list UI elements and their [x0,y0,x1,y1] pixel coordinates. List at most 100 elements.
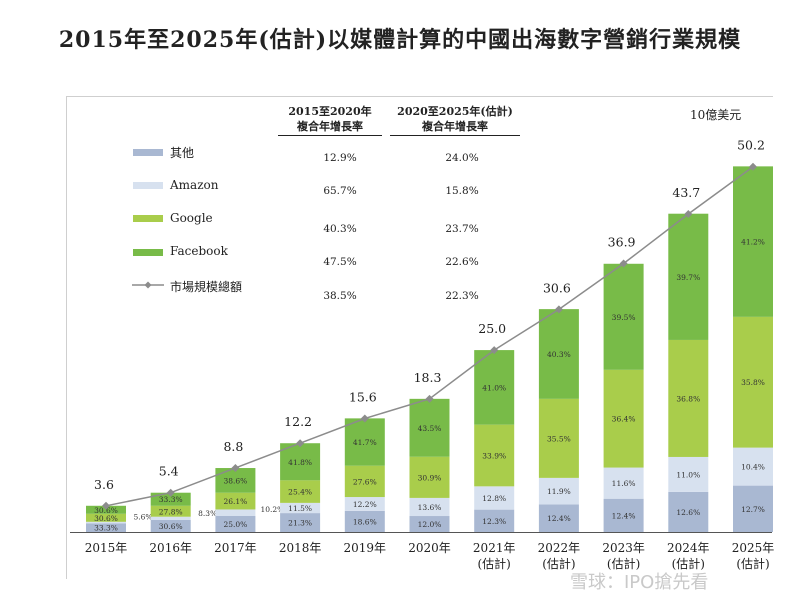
bar-label-google-9: 36.8% [676,394,700,403]
bar-segment-facebook-8 [603,263,644,370]
bar-label-facebook-1: 33.3% [159,495,183,504]
chart-frame [66,96,773,579]
bar-segment-其他-3 [280,513,321,532]
bar-label-facebook-0: 30.6% [94,506,118,515]
bar-label-google-1: 27.8% [159,507,183,516]
x-tick-label-7-0: 2022年 [538,541,581,555]
bar-label-facebook-3: 41.8% [288,458,312,467]
bar-segment-google-6 [474,424,515,487]
total-label-7: 30.6 [543,280,571,295]
cagr-facebook-2020-2025: 22.6% [445,256,479,268]
bar-label-amazon-9: 11.0% [676,470,700,479]
total-label-0: 3.6 [94,477,114,492]
x-tick-label-2-0: 2017年 [214,541,257,555]
bar-label-其他-9: 12.6% [676,508,700,517]
bar-segment-amazon-0 [86,521,126,524]
x-tick-label-6-1: (估計) [478,556,511,571]
total-marker-2 [231,463,240,472]
bar-label-amazon-1: 8.3% [198,509,217,518]
bar-segment-facebook-4 [344,418,385,466]
bar-segment-amazon-5 [409,497,450,517]
x-tick-label-8-0: 2023年 [602,541,645,555]
bar-label-其他-3: 21.3% [288,519,312,528]
bar-label-其他-2: 25.0% [223,520,247,529]
chart-title: 2015年至2025年(估計)以媒體計算的中國出海數字營銷行業規模 [58,27,742,53]
bar-segment-facebook-3 [280,443,321,481]
total-label-6: 25.0 [478,321,506,336]
legend-swatch-google [133,215,163,222]
bar-segment-其他-1 [150,519,191,532]
total-label-3: 12.2 [284,414,312,429]
x-tick-label-4-0: 2019年 [344,541,387,555]
total-marker-5 [425,394,434,403]
bar-label-amazon-4: 12.2% [353,500,377,509]
total-label-9: 43.7 [672,185,700,200]
bar-segment-facebook-9 [668,213,709,340]
cagr-other-2015-2020: 12.9% [323,152,357,164]
total-label-10: 50.2 [737,138,765,153]
total-label-2: 8.8 [223,439,243,454]
bar-label-amazon-3: 11.5% [288,504,312,513]
bar-segment-google-1 [150,505,191,517]
bar-label-google-0: 30.6% [94,514,118,523]
bar-segment-google-8 [603,369,644,468]
cagr-facebook-2015-2020: 47.5% [323,256,357,268]
bar-segment-其他-0 [86,523,126,532]
bar-segment-其他-10 [733,485,773,532]
x-tick-label-1-0: 2016年 [149,541,192,555]
x-tick-label-7-1: (估計) [542,556,575,571]
total-marker-9 [684,210,693,219]
bar-label-facebook-10: 41.2% [741,238,765,247]
total-label-1: 5.4 [159,464,179,479]
cagr-header-2015-2020: 2015至2020年 複合年增長率 [278,104,382,136]
total-label-5: 18.3 [414,370,442,385]
total-marker-8 [619,259,628,268]
total-marker-1 [166,488,175,497]
total-marker-10 [749,162,757,171]
bar-label-facebook-7: 40.3% [547,350,571,359]
legend-line-icon [132,281,164,289]
bar-label-google-3: 25.4% [288,488,312,497]
legend-label-facebook: Facebook [170,244,228,258]
bar-segment-其他-8 [603,498,644,532]
bar-label-amazon-8: 11.6% [612,479,636,488]
cagr-header-2020-2025-line2: 複合年增長率 [422,120,488,133]
bar-segment-amazon-10 [733,447,773,486]
bar-label-facebook-5: 43.5% [418,424,442,433]
bar-label-amazon-2: 10.2% [260,505,284,514]
bar-label-其他-1: 30.6% [159,522,183,531]
bar-segment-facebook-1 [150,492,191,506]
x-tick-label-5-0: 2020年 [408,541,451,555]
watermark: 雪球：IPO搶先看 [570,572,709,593]
bar-segment-facebook-10 [733,166,773,317]
bar-segment-其他-6 [474,509,515,532]
cagr-header-2020-2025-line1: 2020至2025年(估計) [397,105,513,118]
bar-segment-google-2 [215,492,256,510]
bar-label-其他-6: 12.3% [482,517,506,526]
bar-label-facebook-4: 41.7% [353,438,377,447]
legend-swatch-facebook [133,249,163,256]
bar-segment-google-9 [668,339,709,457]
x-tick-label-6-0: 2021年 [473,541,516,555]
bar-label-google-2: 26.1% [223,497,247,506]
cagr-header-2020-2025: 2020至2025年(估計) 複合年增長率 [390,104,520,136]
bar-label-其他-0: 33.3% [94,524,118,533]
bar-segment-facebook-5 [409,398,450,457]
bar-segment-amazon-7 [538,477,579,505]
bar-segment-google-10 [733,316,773,448]
bar-segment-facebook-6 [474,350,515,425]
x-tick-label-8-1: (估計) [607,556,640,571]
bar-segment-amazon-4 [344,497,385,511]
bar-segment-其他-7 [538,504,579,532]
bar-label-amazon-5: 13.6% [418,503,442,512]
bar-label-amazon-6: 12.8% [482,494,506,503]
cagr-total-2020-2025: 22.3% [445,290,479,302]
x-tick-label-0-0: 2015年 [85,541,128,555]
bar-label-google-5: 30.9% [418,473,442,482]
bar-segment-google-3 [280,480,321,503]
legend-label-amazon: Amazon [170,178,219,192]
bar-segment-google-0 [86,513,126,522]
cagr-header-2015-2020-line2: 複合年增長率 [297,120,363,133]
bar-segment-google-4 [344,465,385,498]
